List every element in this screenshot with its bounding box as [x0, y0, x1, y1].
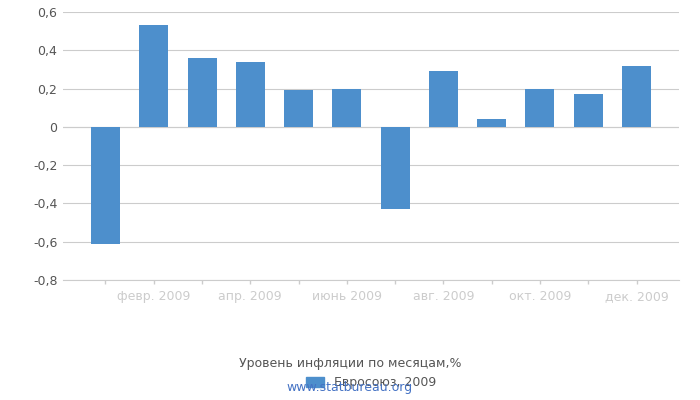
Bar — [477, 119, 506, 127]
Bar — [574, 94, 603, 127]
Bar — [622, 66, 651, 127]
Bar — [429, 71, 458, 127]
Bar — [284, 90, 313, 127]
Bar — [139, 25, 168, 127]
Bar — [188, 58, 216, 127]
Text: www.statbureau.org: www.statbureau.org — [287, 382, 413, 394]
Text: Уровень инфляции по месяцам,%: Уровень инфляции по месяцам,% — [239, 358, 461, 370]
Bar — [332, 88, 361, 127]
Bar — [91, 127, 120, 244]
Bar — [236, 62, 265, 127]
Legend: Евросоюз, 2009: Евросоюз, 2009 — [300, 371, 442, 394]
Bar — [526, 88, 554, 127]
Bar — [381, 127, 409, 209]
